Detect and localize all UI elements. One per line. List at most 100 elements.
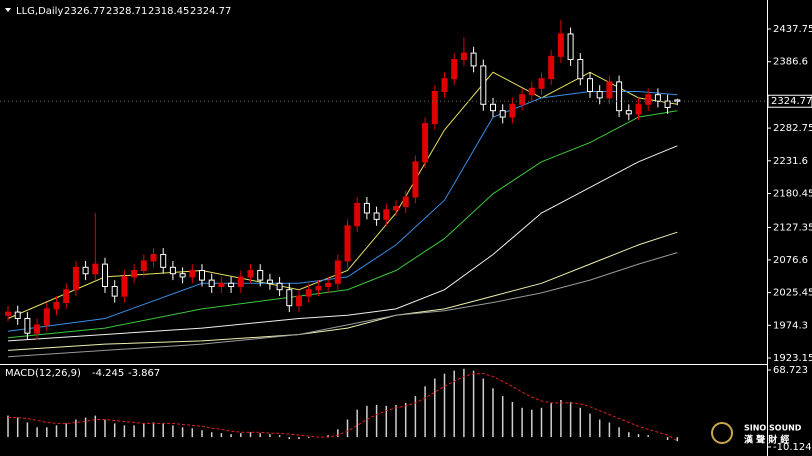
- candle-body: [325, 282, 332, 288]
- watermark-logo: [711, 422, 733, 444]
- candle-body: [228, 282, 235, 288]
- moving-average: [7, 110, 678, 339]
- candle-body: [315, 286, 322, 291]
- candle-body: [43, 308, 50, 326]
- y-tick-label: 2180.45: [773, 189, 812, 200]
- candle-body: [92, 263, 99, 275]
- current-price-label: 2324.77: [771, 96, 812, 107]
- candle-body: [528, 87, 535, 96]
- candle-body: [334, 260, 341, 284]
- candle-body: [412, 161, 419, 198]
- candle-body: [470, 52, 477, 67]
- candle-body: [72, 266, 79, 291]
- candle-body: [218, 282, 225, 288]
- moving-average: [7, 145, 678, 342]
- candle-body: [431, 90, 438, 124]
- candle-body: [567, 33, 574, 61]
- candle-body: [82, 266, 89, 275]
- candle-body: [208, 279, 215, 288]
- y-tick-label: 2025.45: [773, 288, 812, 299]
- candle-body: [451, 59, 458, 80]
- watermark-text: 漢 聲 財 經: [744, 434, 789, 446]
- y-tick-label: 2386.6: [773, 57, 808, 68]
- candle-body: [237, 276, 244, 288]
- candle-body: [247, 270, 254, 278]
- candle-body: [14, 311, 21, 319]
- moving-average: [7, 71, 678, 319]
- menu-arrow: [5, 8, 11, 12]
- candle-body: [441, 78, 448, 92]
- candle-body: [121, 276, 128, 297]
- current-price-box: [767, 94, 812, 108]
- candle-body: [160, 254, 167, 268]
- chart-title: LLG,Daily: [16, 6, 63, 17]
- candle-body: [383, 209, 390, 220]
- moving-average: [7, 231, 678, 351]
- candle-body: [354, 202, 361, 227]
- candle-body: [422, 122, 429, 163]
- candle-body: [111, 286, 118, 297]
- close-value: 2324.77: [190, 6, 231, 17]
- macd-title: MACD(12,26,9): [5, 368, 81, 379]
- candle-body: [654, 94, 661, 102]
- candle-body: [635, 103, 642, 115]
- candle-body: [5, 311, 11, 316]
- y-tick-label: 2282.75: [773, 123, 812, 134]
- watermark: SINO SOUND 漢 聲 財 經: [711, 422, 802, 446]
- candle-body: [63, 289, 70, 303]
- high-value: 2328.71: [106, 6, 147, 17]
- candle-body: [150, 254, 157, 262]
- candle-body: [548, 55, 555, 80]
- candle-body: [674, 99, 681, 102]
- watermark-text: SINO SOUND: [744, 424, 802, 433]
- y-tick-label: 1974.3: [773, 320, 808, 331]
- candle-body: [616, 81, 623, 112]
- candle-body: [519, 94, 526, 105]
- candle-body: [305, 289, 312, 297]
- y-tick-label: 2076.6: [773, 255, 808, 266]
- candle-body: [363, 202, 370, 214]
- candle-body: [24, 317, 31, 334]
- candle-body: [34, 324, 41, 334]
- candle-body: [664, 100, 671, 108]
- candle-body: [276, 282, 283, 291]
- candle-body: [189, 270, 196, 278]
- y-tick-label: 1923.15: [773, 353, 812, 364]
- y-tick-label: 2437.75: [773, 24, 812, 35]
- candle-body: [625, 110, 632, 115]
- candle-body: [499, 110, 506, 118]
- candle-body: [557, 33, 564, 57]
- candle-body: [344, 225, 351, 262]
- y-tick-label: 2127.35: [773, 222, 812, 233]
- candle-body: [460, 52, 467, 61]
- candle-body: [577, 59, 584, 80]
- macd-value: -4.245: [92, 368, 124, 379]
- candle-body: [199, 270, 205, 281]
- candle-body: [296, 295, 302, 307]
- open-value: 2326.77: [64, 6, 105, 17]
- candle-body: [266, 279, 273, 284]
- candle-body: [509, 103, 516, 118]
- candle-body: [102, 263, 108, 288]
- candle-body: [373, 212, 380, 220]
- candle-body: [169, 266, 176, 275]
- candle-body: [131, 270, 138, 278]
- candle-body: [286, 289, 293, 307]
- candle-body: [257, 270, 264, 281]
- low-value: 2318.45: [148, 6, 189, 17]
- candle-body: [645, 94, 652, 105]
- candle-body: [538, 78, 545, 89]
- candle-body: [587, 78, 593, 92]
- candle-body: [140, 260, 147, 272]
- candle-body: [402, 196, 409, 208]
- candle-body: [606, 81, 613, 99]
- candle-body: [53, 301, 60, 310]
- candle-body: [179, 273, 186, 278]
- candle-body: [480, 65, 487, 105]
- candle-body: [490, 103, 496, 112]
- signal-line: [8, 373, 678, 442]
- y-tick-label: 68.723: [773, 365, 808, 376]
- y-tick-label: 2231.6: [773, 156, 808, 167]
